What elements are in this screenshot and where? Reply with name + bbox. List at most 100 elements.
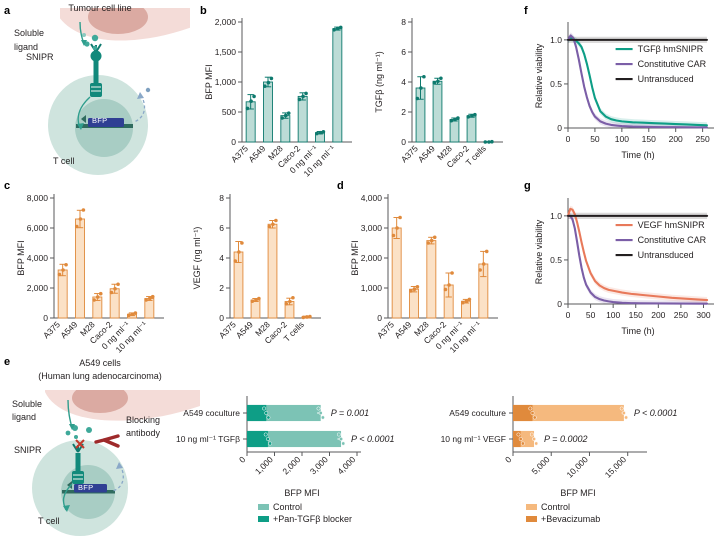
soluble-ligand-dots xyxy=(82,33,99,51)
data-point xyxy=(456,116,460,120)
legend-swatch xyxy=(258,504,269,510)
data-point xyxy=(127,313,131,318)
legend-label: Control xyxy=(541,502,570,512)
data-point xyxy=(269,76,274,81)
data-point xyxy=(481,262,486,266)
data-point xyxy=(332,28,336,32)
data-point xyxy=(288,299,292,304)
x-tick-label: 2,000 xyxy=(280,454,302,476)
y-tick-label: 6 xyxy=(219,223,224,233)
panel-e-tgfb-chart: 0 1,000 2,000 3,000 4,000 A549 coculture P = 0… xyxy=(176,392,425,536)
data-point xyxy=(391,233,396,238)
y-axis-title: BFP MFI xyxy=(16,240,26,275)
x-tick-label: 3,000 xyxy=(308,454,330,476)
protein-dot xyxy=(145,87,151,93)
data-point xyxy=(321,130,326,134)
panel-e-diagram xyxy=(0,360,230,536)
x-tick-label: 0 xyxy=(566,310,571,320)
data-point xyxy=(254,298,258,302)
data-point xyxy=(257,296,261,301)
y-tick-label: 4,000 xyxy=(361,193,383,203)
series-line xyxy=(566,37,708,127)
panel-b-tgfb-chart: 0 2 4 6 8 A375 A549 M28 Caco-2 T cells TGFβ (ng ml… xyxy=(372,10,522,178)
y-axis-title: TGFβ (ng ml⁻¹) xyxy=(374,51,384,112)
plot-area: 02,0004,0006,0008,000A375A549M28Caco-20 … xyxy=(16,193,164,355)
panel-b-bfp-chart: 0 500 1,000 1,500 2,000 A375 A549 M28 Caco-2 0 ng… xyxy=(198,10,368,179)
y-tick-label: 0 xyxy=(219,313,224,323)
data-point xyxy=(621,411,626,415)
data-point xyxy=(249,99,253,103)
data-point xyxy=(530,411,535,415)
data-point xyxy=(473,112,477,117)
p-value-label: P < 0.0001 xyxy=(634,408,677,418)
y-tick-label: 4,000 xyxy=(27,253,49,263)
data-point xyxy=(467,297,472,302)
y-tick-label: A549 coculture xyxy=(449,408,506,418)
panel-g-viability-chart: 0 0.5 1.0 0 50 100 150 200 250 300 Time (h) Relativ… xyxy=(522,186,721,354)
data-point xyxy=(283,113,288,118)
transcription-arrow xyxy=(133,94,146,123)
y-tick-label: 1,500 xyxy=(215,47,237,57)
data-point xyxy=(532,437,536,441)
data-point xyxy=(75,224,79,229)
x-tick-label: 150 xyxy=(642,134,656,144)
bfp-gene-cassette-e xyxy=(62,481,115,494)
plot-area: 0 0.5 1.0 0 50 100 150 200 250 Time (h) Relative v… xyxy=(534,22,714,160)
x-tick-label: A549 xyxy=(58,319,79,340)
p-value-label: P < 0.0001 xyxy=(351,434,394,444)
data-point xyxy=(268,441,273,446)
data-point xyxy=(449,118,454,123)
data-point xyxy=(624,415,629,420)
data-point xyxy=(240,241,244,245)
x-tick-label: 200 xyxy=(669,134,683,144)
panel-a-title: Tumour cell line xyxy=(68,3,132,13)
x-tick-label: A549 xyxy=(234,319,255,340)
data-point xyxy=(318,411,323,415)
panel-d-label: d xyxy=(337,180,344,192)
legend-label: +Bevacizumab xyxy=(541,514,600,524)
tumour-cell-shape xyxy=(60,8,190,41)
panel-a-tcell-label: T cell xyxy=(53,156,75,166)
legend-swatch xyxy=(258,516,269,522)
bfp-gene-cassette xyxy=(76,115,133,128)
series-line xyxy=(566,214,709,305)
panel-c-label: c xyxy=(4,180,11,192)
y-tick-label: 2 xyxy=(219,283,224,293)
panel-f-viability-chart: 0 0.5 1.0 0 50 100 150 200 250 Time (h) Relative v… xyxy=(522,10,721,178)
data-point xyxy=(297,97,302,102)
y-axis-title: Relative viability xyxy=(534,43,544,108)
bar-treated xyxy=(247,430,268,448)
data-point xyxy=(92,298,96,302)
data-point xyxy=(301,94,305,99)
bar xyxy=(57,269,68,319)
plot-area: 0 5,000 10,000 15,000 A549 coculture P < 0.00… xyxy=(441,396,677,524)
x-tick-label: A549 xyxy=(246,143,267,164)
data-point xyxy=(250,299,255,303)
legend-label: Untransduced xyxy=(638,250,694,260)
bar xyxy=(409,288,419,319)
data-point xyxy=(133,311,138,315)
bar xyxy=(426,240,437,319)
bar xyxy=(391,227,402,319)
soluble-ligand-dots-e xyxy=(65,425,92,439)
panel-a-snipr-label: SNIPR xyxy=(26,52,54,62)
a549-cell-shape xyxy=(45,390,200,421)
data-point xyxy=(267,224,272,229)
legend-label: Constitutive CAR xyxy=(638,235,707,245)
data-point xyxy=(263,432,268,437)
panel-e-label: e xyxy=(4,356,11,368)
data-point xyxy=(308,314,312,319)
data-point xyxy=(483,140,488,144)
legend-label: Control xyxy=(273,502,302,512)
data-point xyxy=(532,415,537,420)
y-tick-label: 0 xyxy=(231,137,236,147)
data-point xyxy=(419,86,423,90)
data-point xyxy=(426,241,430,245)
x-tick-label: A549 xyxy=(392,319,413,340)
data-point xyxy=(516,432,521,437)
data-point xyxy=(534,441,539,446)
panel-e-soluble-ligand-line1: Soluble xyxy=(12,399,43,409)
x-axis-title: BFP MFI xyxy=(284,488,319,498)
y-axis-title: Relative viability xyxy=(534,219,544,284)
